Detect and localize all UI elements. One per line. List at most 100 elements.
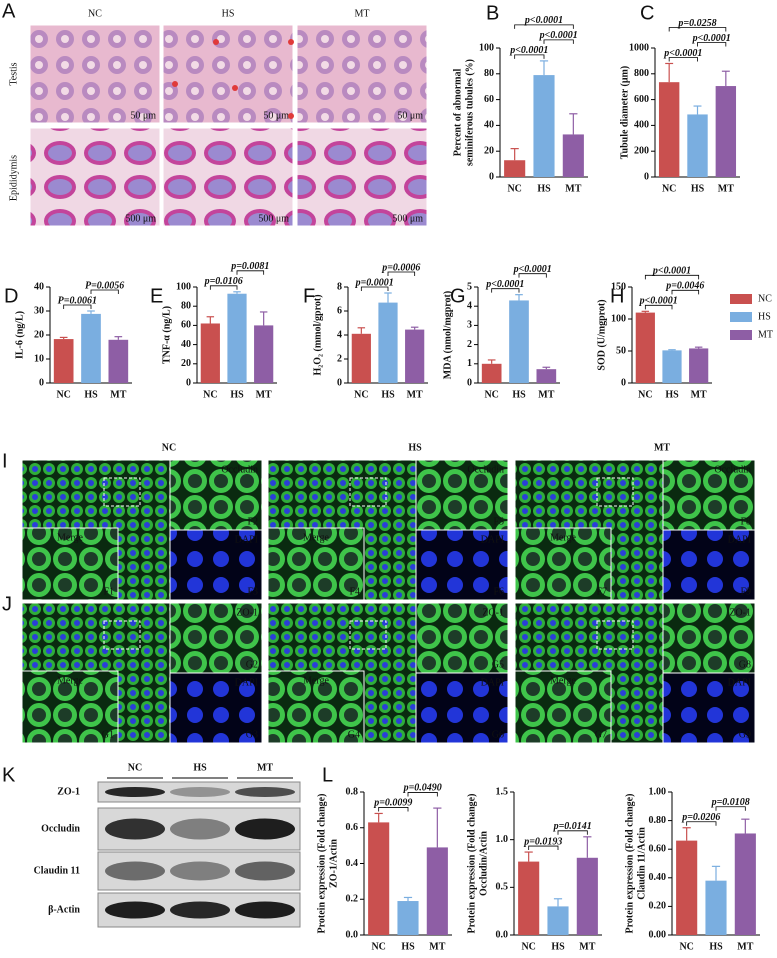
lane-label: MT bbox=[257, 762, 273, 773]
y-tick-label: 0 bbox=[39, 377, 44, 388]
image-id: F8 bbox=[740, 516, 751, 527]
significance-bracket bbox=[644, 304, 673, 310]
image-id: G8 bbox=[739, 659, 751, 670]
image-id: F9 bbox=[740, 586, 751, 597]
x-tick-label: MT bbox=[737, 941, 753, 952]
bar bbox=[351, 333, 371, 383]
x-tick-label: NC bbox=[203, 389, 217, 400]
x-tick-label: HS bbox=[551, 941, 565, 952]
blot-band bbox=[170, 818, 230, 840]
blot-band bbox=[170, 787, 230, 797]
bar bbox=[687, 114, 708, 177]
bar bbox=[108, 339, 129, 383]
bar bbox=[705, 880, 727, 935]
image-dapi bbox=[169, 672, 263, 744]
x-tick-label: MT bbox=[110, 389, 126, 400]
y-axis-label: TNF-α (ng/L) bbox=[161, 306, 172, 364]
y-tick-label: 8 bbox=[337, 281, 342, 292]
image-id: G5 bbox=[492, 659, 504, 670]
asterisk bbox=[232, 85, 238, 91]
image-dapi bbox=[662, 529, 756, 601]
bar bbox=[397, 901, 419, 935]
blot-band bbox=[235, 818, 295, 840]
image-merge bbox=[21, 527, 119, 601]
panel-letter: J bbox=[2, 593, 12, 615]
legend-label: HS bbox=[758, 311, 771, 322]
y-tick-label: 0 bbox=[621, 377, 626, 388]
y-axis-label: H₂O₂ (mmol/gprot) bbox=[312, 294, 323, 375]
bar bbox=[481, 363, 502, 383]
legend-swatch bbox=[730, 312, 752, 322]
image-id: G9 bbox=[739, 729, 751, 740]
stain-label: DAPI bbox=[728, 534, 751, 545]
significance-bracket bbox=[518, 273, 547, 278]
image-merge bbox=[267, 527, 365, 601]
legend-swatch bbox=[730, 294, 752, 304]
blot-band bbox=[235, 861, 295, 881]
y-tick-label: 0.0 bbox=[496, 929, 509, 940]
blot-band bbox=[235, 787, 295, 797]
merge-label: Merge bbox=[57, 675, 83, 686]
x-tick-label: NC bbox=[56, 389, 70, 400]
panel-letter: E bbox=[150, 285, 163, 307]
significance-bracket bbox=[686, 821, 717, 826]
bar bbox=[426, 847, 448, 935]
y-tick-label: 30 bbox=[34, 305, 44, 316]
stain-label: DAPI bbox=[235, 534, 258, 545]
row-label: Epididymis bbox=[8, 155, 19, 201]
protein-label: Claudin 11 bbox=[34, 865, 80, 876]
image-stain bbox=[169, 602, 263, 674]
legend-label: NC bbox=[758, 293, 772, 304]
bar bbox=[562, 134, 584, 177]
merge-label: Merge bbox=[303, 532, 329, 543]
p-value: p<0.0001 bbox=[513, 264, 552, 275]
bar bbox=[658, 82, 680, 177]
x-tick-label: HS bbox=[665, 389, 679, 400]
p-value: p=0.0141 bbox=[553, 821, 592, 832]
x-tick-label: MT bbox=[718, 183, 734, 194]
roi-box bbox=[349, 620, 387, 650]
y-axis-label: Protein expression (Fold change) bbox=[316, 794, 327, 934]
y-tick-label: 100 bbox=[176, 281, 191, 292]
bar bbox=[676, 840, 698, 935]
merge-label: Merge bbox=[57, 532, 83, 543]
significance-bracket bbox=[236, 270, 265, 275]
p-value: P=0.0056 bbox=[85, 280, 124, 291]
asterisk bbox=[213, 39, 219, 45]
image-dapi bbox=[169, 529, 263, 601]
y-tick-label: 60 bbox=[484, 94, 494, 105]
significance-bracket bbox=[514, 54, 545, 59]
p-value: p=0.0099 bbox=[373, 798, 412, 809]
x-tick-label: MT bbox=[429, 941, 445, 952]
x-tick-label: MT bbox=[565, 183, 581, 194]
stain-label: DAPI bbox=[481, 534, 504, 545]
column-label: MT bbox=[654, 442, 670, 453]
bar bbox=[81, 313, 101, 383]
panel-letter: K bbox=[2, 764, 16, 786]
bar bbox=[635, 312, 655, 383]
image-dapi bbox=[415, 672, 509, 744]
image-id: F3 bbox=[247, 586, 258, 597]
p-value: p<0.0001 bbox=[539, 30, 578, 41]
x-tick-label: MT bbox=[256, 389, 272, 400]
stain-label: Occludin bbox=[467, 464, 504, 475]
significance-bracket bbox=[668, 27, 727, 32]
merge-label: Merge bbox=[550, 675, 576, 686]
roi-box bbox=[103, 477, 141, 507]
panel-letter: D bbox=[4, 285, 18, 307]
roi-box bbox=[596, 477, 634, 507]
significance-bracket bbox=[209, 285, 238, 290]
y-tick-label: 3 bbox=[467, 320, 472, 331]
blot-band bbox=[170, 901, 230, 919]
blot-band bbox=[105, 901, 165, 919]
y-tick-label: 40 bbox=[181, 339, 191, 350]
scale-bar: 50 μm bbox=[263, 110, 289, 121]
significance-bracket bbox=[63, 304, 92, 309]
x-tick-label: NC bbox=[679, 941, 693, 952]
panel-letter: F bbox=[303, 285, 315, 307]
y-axis-label: SOD (U/mgprot) bbox=[596, 299, 607, 370]
p-value: p=0.0206 bbox=[681, 812, 720, 823]
panel-letter: C bbox=[640, 2, 654, 24]
significance-bracket bbox=[491, 288, 520, 293]
